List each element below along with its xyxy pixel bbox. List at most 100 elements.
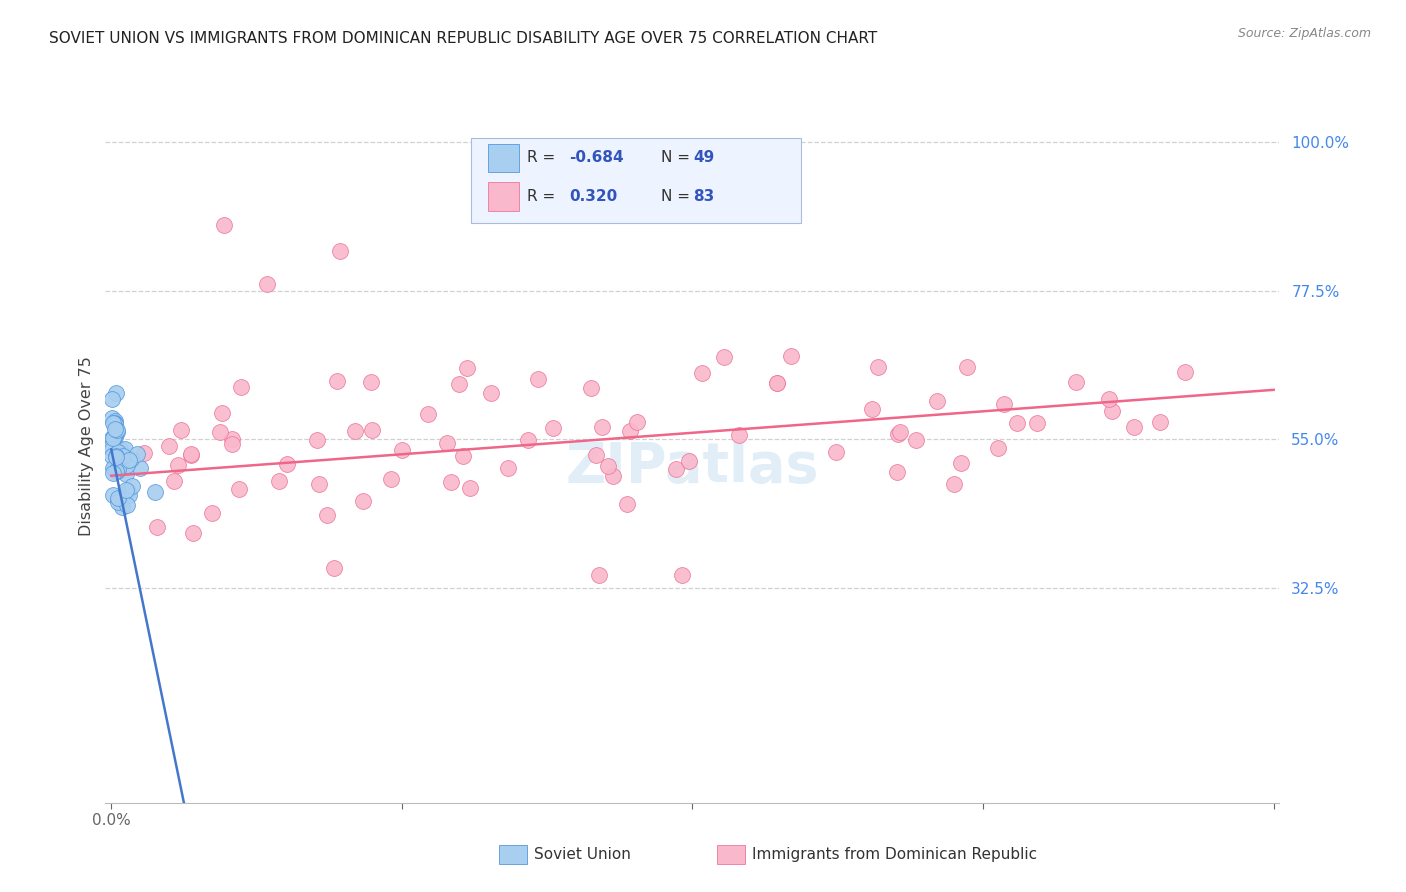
Point bbox=[541, 420, 564, 434]
Point bbox=[104, 450, 127, 464]
Point bbox=[526, 371, 548, 385]
Point bbox=[308, 477, 330, 491]
Text: R =: R = bbox=[527, 189, 565, 203]
Point bbox=[167, 458, 190, 472]
Point bbox=[887, 426, 910, 441]
Point bbox=[104, 464, 127, 478]
Point bbox=[927, 393, 949, 408]
Point bbox=[780, 349, 803, 363]
Text: N =: N = bbox=[661, 151, 695, 165]
Point bbox=[439, 475, 461, 489]
Text: 49: 49 bbox=[693, 151, 714, 165]
Point bbox=[110, 450, 132, 464]
Point bbox=[201, 507, 224, 521]
Point bbox=[107, 491, 129, 505]
Point bbox=[950, 456, 973, 470]
Point bbox=[110, 442, 132, 456]
Point bbox=[416, 407, 439, 421]
Point bbox=[211, 406, 233, 420]
Point bbox=[101, 487, 124, 501]
Point bbox=[221, 437, 243, 451]
Point bbox=[1064, 376, 1087, 390]
Point bbox=[107, 445, 129, 459]
Point bbox=[101, 461, 124, 475]
Point bbox=[221, 432, 243, 446]
Point bbox=[101, 431, 124, 445]
Point bbox=[107, 446, 129, 460]
Point bbox=[866, 359, 889, 374]
Point bbox=[118, 488, 141, 502]
Point bbox=[380, 472, 402, 486]
Point bbox=[212, 218, 235, 232]
Point bbox=[129, 461, 152, 475]
Point bbox=[127, 447, 149, 461]
Text: R =: R = bbox=[527, 151, 561, 165]
Point bbox=[101, 392, 124, 406]
Point bbox=[766, 376, 789, 390]
Point bbox=[112, 449, 135, 463]
Text: Soviet Union: Soviet Union bbox=[534, 847, 631, 862]
Point bbox=[107, 495, 129, 509]
Point bbox=[479, 386, 502, 401]
Point bbox=[104, 422, 127, 436]
Point bbox=[180, 446, 202, 460]
Point bbox=[121, 479, 143, 493]
Point bbox=[766, 376, 789, 390]
Point bbox=[180, 448, 202, 462]
Point bbox=[361, 424, 384, 438]
Point bbox=[993, 397, 1015, 411]
Point bbox=[886, 465, 908, 479]
Point bbox=[101, 411, 124, 425]
Point bbox=[316, 508, 339, 522]
Point bbox=[1101, 404, 1123, 418]
Point bbox=[862, 402, 884, 417]
Point bbox=[145, 520, 167, 534]
Point bbox=[391, 443, 413, 458]
Text: Source: ZipAtlas.com: Source: ZipAtlas.com bbox=[1237, 27, 1371, 40]
Point bbox=[209, 425, 232, 439]
Point bbox=[1174, 365, 1197, 379]
Point bbox=[101, 466, 124, 480]
Point bbox=[956, 360, 979, 375]
Point bbox=[307, 433, 329, 447]
Y-axis label: Disability Age Over 75: Disability Age Over 75 bbox=[79, 356, 94, 536]
Point bbox=[329, 244, 352, 258]
Point bbox=[456, 361, 478, 376]
Point bbox=[105, 424, 128, 438]
Point bbox=[104, 386, 127, 401]
Point bbox=[352, 493, 374, 508]
Point bbox=[117, 458, 139, 473]
Point bbox=[112, 454, 135, 468]
Point bbox=[103, 460, 125, 475]
Point bbox=[110, 458, 132, 473]
Point bbox=[728, 428, 751, 442]
Point bbox=[671, 567, 693, 582]
Point bbox=[943, 477, 966, 491]
Point bbox=[107, 462, 129, 476]
Point bbox=[115, 467, 138, 481]
Point bbox=[690, 367, 713, 381]
Point bbox=[104, 417, 127, 431]
Point bbox=[905, 433, 928, 447]
Point bbox=[267, 475, 290, 489]
Point bbox=[987, 442, 1010, 456]
Point bbox=[713, 350, 735, 364]
Text: N =: N = bbox=[661, 189, 695, 203]
Point bbox=[498, 461, 520, 475]
Point bbox=[101, 417, 124, 431]
Point bbox=[103, 431, 125, 445]
Point bbox=[585, 448, 607, 462]
Point bbox=[101, 449, 124, 463]
Text: ZIPatlas: ZIPatlas bbox=[565, 441, 820, 494]
Text: -0.684: -0.684 bbox=[569, 151, 624, 165]
Point bbox=[117, 483, 139, 498]
Point bbox=[118, 452, 141, 467]
Point bbox=[115, 498, 138, 512]
Text: SOVIET UNION VS IMMIGRANTS FROM DOMINICAN REPUBLIC DISABILITY AGE OVER 75 CORREL: SOVIET UNION VS IMMIGRANTS FROM DOMINICA… bbox=[49, 31, 877, 46]
Point bbox=[591, 420, 613, 434]
Point bbox=[360, 376, 382, 390]
Point bbox=[1149, 415, 1171, 429]
Point bbox=[228, 482, 250, 496]
Point bbox=[162, 475, 184, 489]
Point bbox=[1123, 420, 1146, 434]
